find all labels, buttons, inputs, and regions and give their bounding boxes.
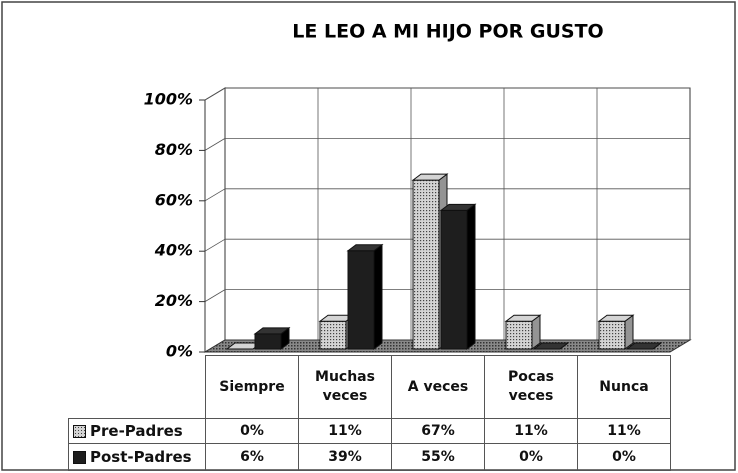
bar-top: [253, 327, 291, 335]
bar-top: [532, 342, 570, 350]
bar-front: [412, 179, 440, 350]
y-tick-label: 0%: [166, 342, 193, 361]
category-label: Siempre: [205, 355, 299, 419]
data-table-value: 0%: [577, 443, 671, 471]
data-table-value: 11%: [577, 418, 671, 444]
bar-top: [411, 173, 449, 181]
legend-label: Pre-Padres: [90, 421, 183, 440]
data-table-value: 11%: [298, 418, 392, 444]
bar-top: [346, 244, 384, 252]
category-label: Nunca: [577, 355, 671, 419]
grid-line: [204, 188, 226, 202]
bar-top: [597, 314, 635, 322]
chart-title: LE LEO A MI HIJO POR GUSTO: [292, 21, 603, 43]
y-tick-label: 60%: [155, 190, 193, 209]
bar-front: [505, 320, 533, 350]
category-label: Muchas veces: [298, 355, 392, 419]
legend-entry: Pre-Padres: [68, 418, 206, 444]
side-wall: [204, 87, 226, 353]
category-label: A veces: [391, 355, 485, 419]
data-table-value: 0%: [205, 418, 299, 444]
bar-top: [625, 342, 663, 350]
bar-top: [504, 314, 542, 322]
grid-line: [204, 87, 226, 101]
data-table-value: 0%: [484, 443, 578, 471]
legend-key: [73, 450, 86, 464]
data-table-value: 67%: [391, 418, 485, 444]
grid-line: [204, 238, 226, 252]
legend-key: [73, 424, 86, 438]
y-tick-label: 40%: [154, 241, 193, 260]
grid-line: [204, 289, 226, 302]
y-tick-label: 80%: [155, 140, 193, 159]
bar-side: [373, 243, 383, 350]
bar-front: [254, 333, 282, 350]
bar-front: [347, 250, 375, 350]
category-label: Pocas veces: [484, 355, 578, 419]
y-tick-label: 20%: [155, 291, 193, 310]
y-tick-label: 100%: [144, 90, 193, 109]
legend-entry: Post-Padres: [68, 443, 206, 471]
grid-line: [204, 138, 226, 151]
bar-front: [598, 320, 626, 350]
data-table-value: 11%: [484, 418, 578, 444]
bar-top: [439, 203, 477, 211]
data-table-value: 39%: [298, 443, 392, 471]
bar-front: [319, 320, 347, 350]
bar-side: [466, 203, 476, 350]
legend-label: Post-Padres: [90, 447, 192, 466]
bar-front: [440, 209, 468, 350]
data-table-value: 55%: [391, 443, 485, 471]
data-table-value: 6%: [205, 443, 299, 471]
